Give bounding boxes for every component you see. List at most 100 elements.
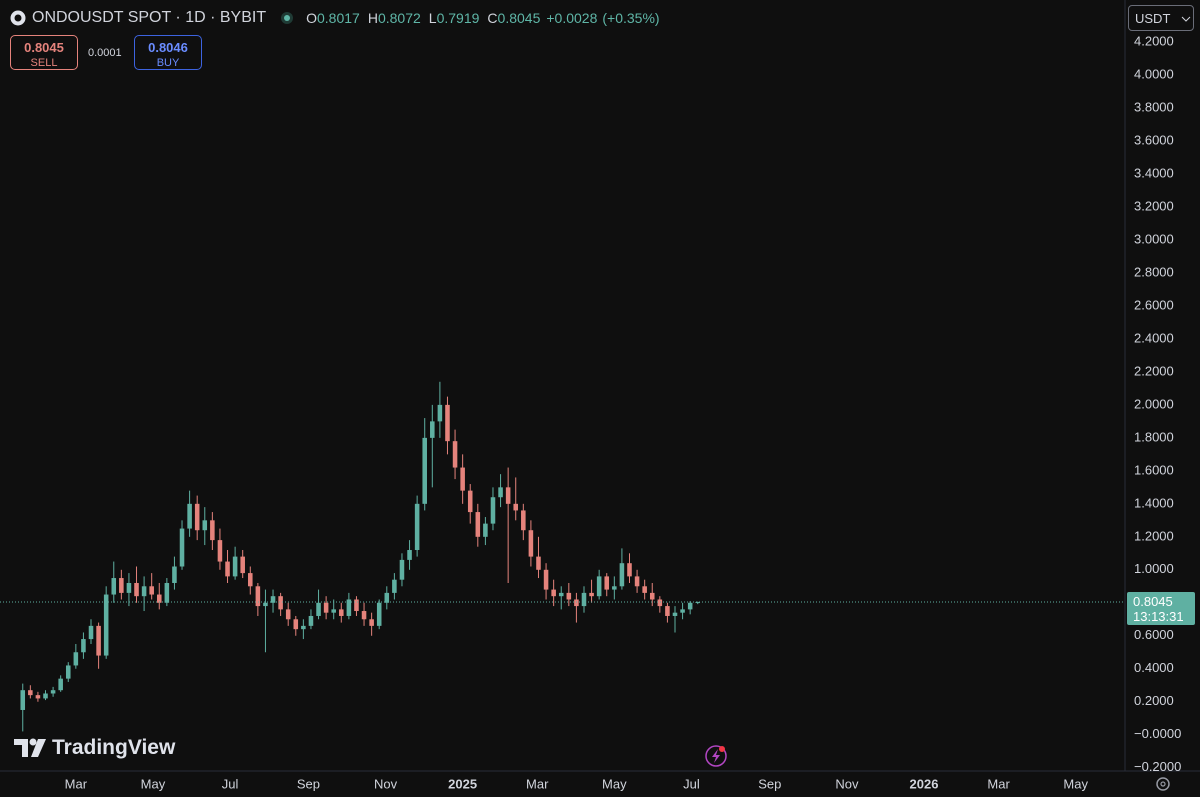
alert-icon[interactable] — [705, 745, 727, 767]
x-tick-label: Nov — [374, 776, 398, 791]
y-tick-label: 3.4000 — [1134, 165, 1174, 180]
y-tick-label: 3.8000 — [1134, 99, 1174, 114]
candle-body — [179, 528, 185, 567]
candle-body — [202, 520, 208, 531]
last-price: 0.8045 — [1133, 594, 1173, 610]
candle-body — [339, 609, 344, 616]
y-tick-label: 2.8000 — [1134, 264, 1174, 279]
symbol-title[interactable]: ONDOUSDT SPOT · 1D · BYBIT — [32, 9, 267, 26]
candle-body — [210, 520, 215, 541]
candle-body — [505, 487, 511, 504]
y-tick-label: 3.2000 — [1134, 198, 1174, 213]
candle-body — [612, 586, 617, 590]
y-tick-label: 1.2000 — [1134, 528, 1174, 543]
candle-body — [323, 602, 329, 613]
candle-body — [81, 639, 86, 653]
low-label: L — [428, 10, 437, 26]
candle-body — [407, 550, 412, 560]
y-tick-label: 1.4000 — [1134, 495, 1174, 510]
candle-body — [687, 602, 693, 610]
candle-body — [521, 510, 526, 531]
candle-body — [596, 576, 602, 597]
candle-body — [384, 592, 390, 603]
buy-price: 0.8046 — [148, 40, 188, 55]
candle-body — [574, 599, 579, 607]
sell-label: SELL — [30, 57, 58, 69]
candle-body — [240, 556, 245, 574]
y-tick-label: 4.0000 — [1134, 66, 1174, 81]
buy-button[interactable]: 0.8046 BUY — [134, 35, 202, 70]
candle-body — [331, 609, 336, 613]
candle-body — [627, 563, 632, 577]
spread: 0.0001 — [88, 47, 122, 59]
candle-body — [513, 503, 519, 511]
candle-body — [43, 693, 48, 699]
candle-body — [672, 612, 678, 616]
candle-body — [558, 592, 564, 597]
candle-body — [543, 569, 549, 590]
candle-body — [217, 540, 223, 562]
close-value: 0.8045 — [497, 10, 541, 26]
candle-body — [399, 559, 405, 580]
x-tick-label: Jul — [683, 776, 700, 791]
candle-body — [156, 594, 162, 603]
candle-body — [301, 625, 306, 630]
x-tick-label: Jul — [222, 776, 239, 791]
candle-body — [96, 625, 101, 656]
dropdown-caret — [1181, 16, 1191, 22]
candle-body — [119, 578, 124, 593]
candle-body — [680, 609, 685, 613]
x-tick-label: Nov — [835, 776, 859, 791]
candle-body — [88, 625, 94, 640]
brand-name: TradingView — [52, 736, 176, 759]
y-tick-label: 0.6000 — [1134, 627, 1174, 642]
candle-body — [460, 467, 465, 491]
x-tick-label: Mar — [65, 776, 88, 791]
candle-body — [467, 490, 473, 513]
y-tick-label: 0.2000 — [1134, 693, 1174, 708]
y-tick-label: 3.0000 — [1134, 231, 1174, 246]
high-value: 0.8072 — [377, 10, 421, 26]
y-tick-label: 1.0000 — [1134, 561, 1174, 576]
settings-icon[interactable] — [1156, 777, 1170, 791]
candle-body — [483, 523, 488, 537]
candle-body — [141, 586, 147, 597]
candle-body — [475, 512, 481, 537]
y-tick-label: −0.0000 — [1134, 726, 1181, 741]
candle-body — [376, 602, 382, 626]
candle-body — [665, 606, 670, 616]
candle-body — [28, 690, 33, 696]
candle-body — [263, 602, 268, 607]
market-status — [281, 12, 294, 24]
candle-body — [134, 582, 139, 597]
x-tick-label: May — [602, 776, 627, 791]
candle-body — [528, 530, 534, 557]
candle-body — [392, 579, 397, 593]
candle-body — [293, 619, 299, 630]
y-tick-label: 2.4000 — [1134, 330, 1174, 345]
candle-body — [589, 592, 594, 597]
y-tick-label: 1.6000 — [1134, 462, 1174, 477]
candle-body — [164, 582, 170, 603]
y-tick-label: 1.8000 — [1134, 429, 1174, 444]
candle-body — [255, 586, 261, 607]
x-tick-label: May — [141, 776, 166, 791]
last-price-label: 0.8045 13:13:31 — [1127, 592, 1195, 626]
candle-body — [551, 589, 556, 597]
currency-select[interactable]: USDT — [1128, 5, 1194, 31]
buy-label: BUY — [156, 57, 180, 69]
candle-body — [566, 592, 572, 600]
candle-body — [642, 586, 647, 593]
candle-body — [354, 599, 359, 612]
candle-body — [308, 615, 314, 626]
candle-body — [452, 441, 458, 468]
y-tick-label: 2.6000 — [1134, 297, 1174, 312]
symbol-header: ONDOUSDT SPOT · 1D · BYBIT O0.8017 H0.80… — [10, 8, 660, 28]
open-label: O — [306, 10, 317, 26]
candle-body — [634, 576, 640, 587]
brand-logo: TradingView — [14, 736, 175, 760]
candle-body — [581, 592, 587, 607]
close-label: C — [487, 10, 498, 26]
sell-button[interactable]: 0.8045 SELL — [10, 35, 78, 70]
